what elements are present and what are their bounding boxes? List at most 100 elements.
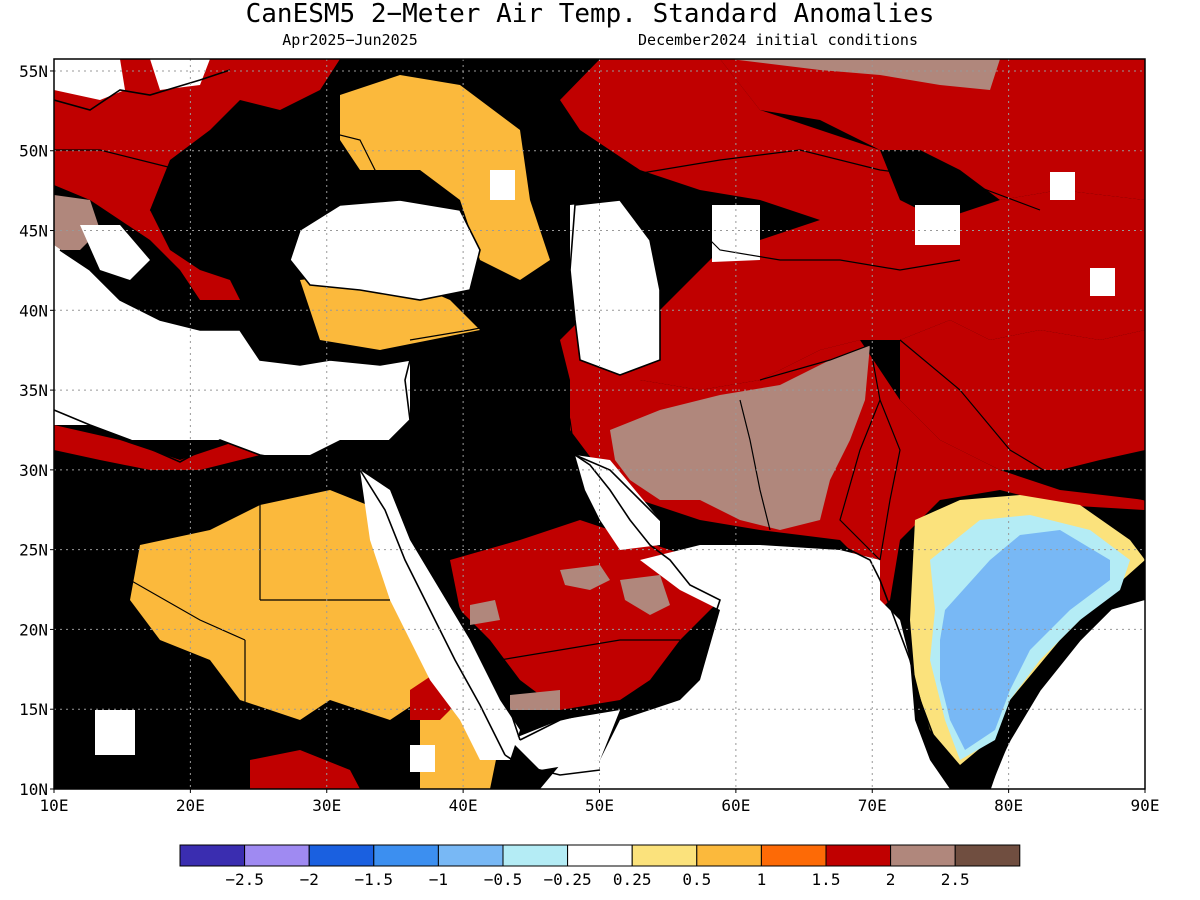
coast-india-west	[879, 579, 966, 789]
grid-lines	[54, 59, 1145, 789]
anomaly-region-2-iran	[610, 345, 870, 530]
colorbar-swatch	[567, 844, 633, 867]
border-india-china	[899, 339, 1145, 501]
lon-tick-label: 30E	[312, 796, 341, 815]
colorbar-label: −2	[300, 870, 319, 889]
mask-baltic	[54, 59, 210, 100]
colorbar-label: 1.5	[812, 870, 841, 889]
border-europe-2	[149, 209, 281, 241]
mask-adriatic	[80, 225, 150, 280]
mask-small-2	[1090, 268, 1115, 296]
lat-tick-label: 25N	[19, 541, 48, 560]
coast-europe	[54, 69, 231, 111]
border-turkey	[409, 319, 541, 341]
border-pak-india	[879, 399, 901, 561]
lat-tick-label: 15N	[19, 700, 48, 719]
mask-black-sea	[290, 200, 480, 300]
colorbar-label: −1	[429, 870, 448, 889]
border-libya-niger	[54, 559, 246, 641]
colorbar-swatch	[244, 844, 310, 867]
colorbar-swatch	[502, 844, 569, 867]
colorbar-swatch	[437, 844, 504, 867]
lat-tick-label: 20N	[19, 620, 48, 639]
colorbar-labels: −2.5 −2 −1.5 −1 −0.5 −0.25 0.25 0.5 1 1.5 2 2.5	[225, 870, 969, 889]
longitude-axis: 10E 20E 30E 40E 50E 60E 70E 80E 90E	[40, 789, 1160, 815]
mask-mediterranean	[54, 245, 410, 455]
border-iran-afghan	[739, 399, 771, 531]
colorbar-label: 1	[757, 870, 767, 889]
border-russia-kazakh	[599, 149, 1041, 211]
anomaly-region-1-5-tibet	[900, 320, 1145, 470]
lon-tick-label: 60E	[721, 796, 750, 815]
colorbar-swatch	[631, 844, 698, 867]
lat-tick-label: 50N	[19, 142, 48, 161]
lat-tick-label: 35N	[19, 381, 48, 400]
anomaly-region-1-5-sudan	[250, 750, 360, 789]
colorbar-swatch	[825, 844, 892, 867]
coast-arabia-south	[519, 454, 721, 741]
lon-tick-label: 10E	[40, 796, 69, 815]
colorbar-swatch	[696, 844, 762, 867]
latitude-axis: 55N 50N 45N 40N 35N 30N 25N 20N 15N 10N	[19, 62, 54, 799]
coast-mediterranean	[54, 249, 412, 471]
colorbar	[179, 844, 1021, 867]
colorbar-label: −0.5	[484, 870, 523, 889]
colorbar-label: 2	[886, 870, 896, 889]
anomaly-region-2-saudi	[470, 565, 670, 710]
border-saudi-yemen	[499, 639, 680, 661]
colorbar-label: 2.5	[941, 870, 970, 889]
country-borders	[54, 129, 1145, 789]
mask-gulf-aden	[510, 710, 620, 770]
colorbar-label: −1.5	[355, 870, 394, 889]
colorbar-swatch	[954, 844, 1021, 867]
coast-somalia	[504, 754, 601, 776]
mask-small-3	[1050, 172, 1075, 200]
colorbar-label: −2.5	[225, 870, 264, 889]
lon-tick-label: 90E	[1131, 796, 1160, 815]
map-subtitle-period: Apr2025−Jun2025	[282, 31, 417, 49]
colorbar-swatch	[179, 844, 246, 867]
lon-tick-label: 70E	[858, 796, 887, 815]
colorbar-swatch	[308, 844, 375, 867]
border-kazakh	[659, 229, 961, 271]
lon-tick-label: 80E	[994, 796, 1023, 815]
map-subtitle-init: December2024 initial conditions	[638, 31, 918, 49]
lon-tick-label: 40E	[449, 796, 478, 815]
lat-tick-label: 45N	[19, 222, 48, 241]
border-ukraine	[259, 129, 381, 201]
mask-caspian	[570, 200, 660, 375]
mask-balkhash	[915, 205, 960, 245]
anomaly-region-1-5-north	[220, 59, 340, 110]
mask-small-5	[95, 710, 135, 755]
lat-tick-label: 30N	[19, 461, 48, 480]
coast-red-sea-east	[389, 479, 521, 741]
lon-tick-label: 20E	[176, 796, 205, 815]
border-iraq-iran	[539, 329, 576, 456]
coast-iran-south	[574, 454, 881, 581]
mask-small-1	[490, 170, 515, 200]
colorbar-swatch	[760, 844, 827, 867]
coast-black-sea	[289, 199, 481, 301]
anomaly-region-1-5-libya	[54, 425, 260, 470]
coast-red-sea-west	[359, 469, 506, 756]
map-panel	[54, 59, 1145, 789]
mask-bay-of-bengal	[990, 600, 1145, 789]
lon-tick-label: 50E	[585, 796, 614, 815]
colorbar-label: 0.25	[613, 870, 652, 889]
lat-tick-label: 10N	[19, 780, 48, 799]
lat-tick-label: 55N	[19, 62, 48, 81]
colorbar-swatch	[373, 844, 439, 867]
colorbar-swatch	[890, 844, 956, 867]
mask-small-4	[410, 745, 435, 772]
lat-tick-label: 40N	[19, 301, 48, 320]
coast-caspian	[569, 199, 661, 376]
anomaly-region-0-5-russia	[340, 75, 550, 280]
anomaly-region-2-russia-north	[730, 59, 1000, 90]
coast-india-east	[989, 589, 1145, 789]
mask-arabian-sea	[540, 545, 950, 789]
colorbar-label: 0.5	[682, 870, 711, 889]
anomaly-region-0-5-africa	[130, 490, 440, 720]
colorbar-label: −0.25	[544, 870, 592, 889]
anomaly-region-1-5-central-asia	[560, 59, 1145, 390]
anomaly-region-1-5-northeast	[720, 59, 1145, 200]
